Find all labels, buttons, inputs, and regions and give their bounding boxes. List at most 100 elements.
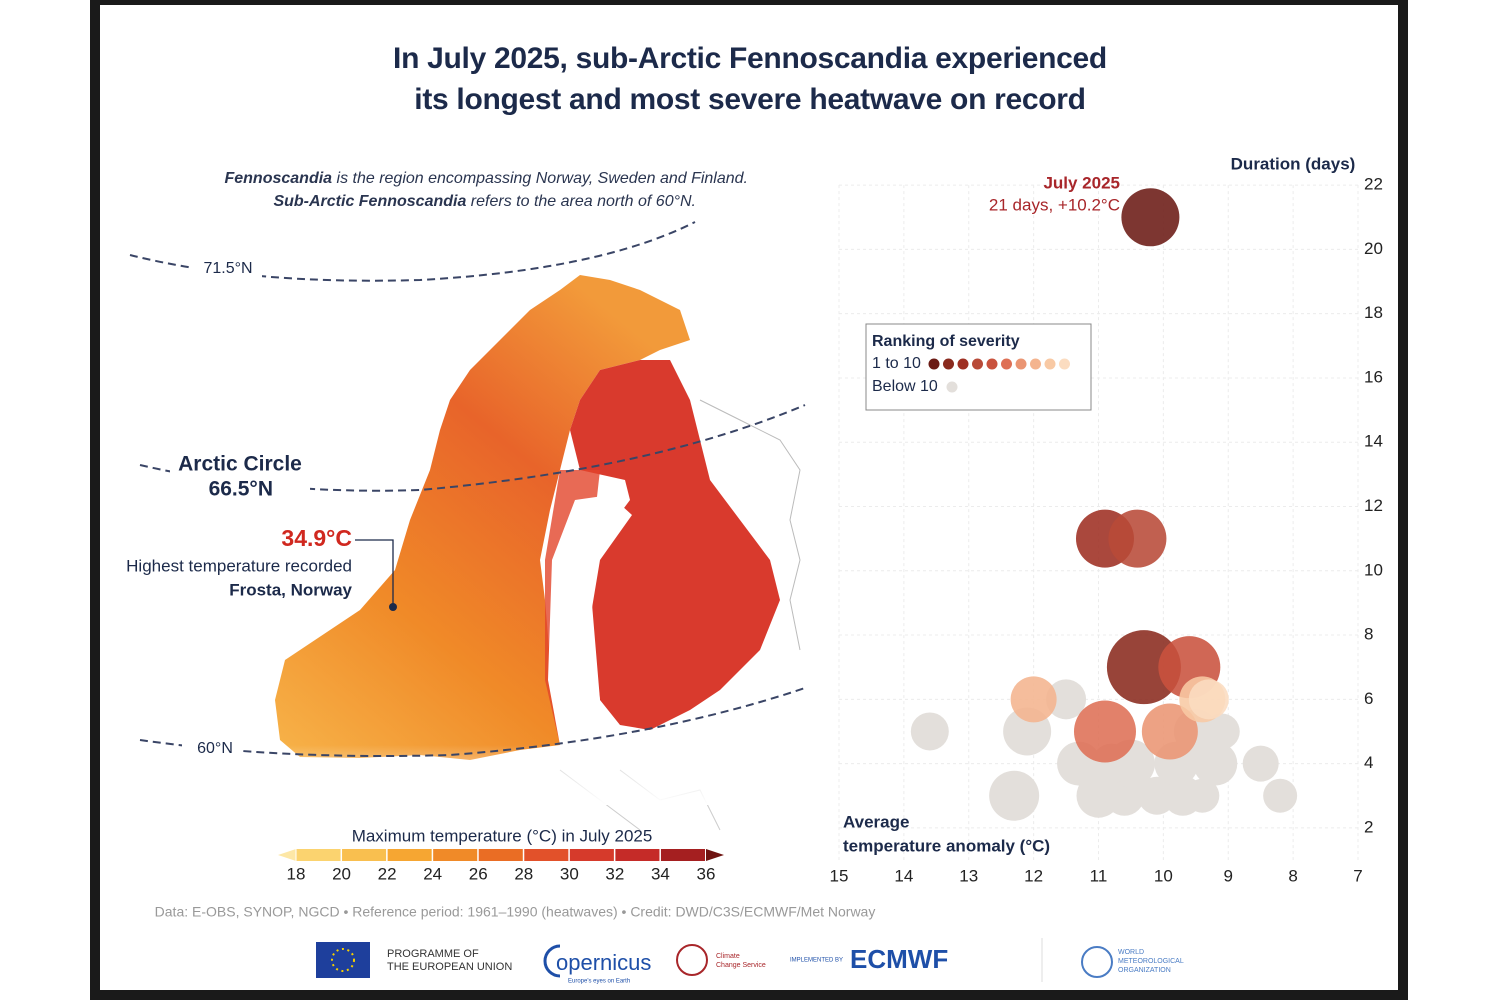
- bubble: [1242, 745, 1279, 782]
- bubble: [989, 770, 1040, 821]
- x-tick-label: 14: [894, 866, 913, 885]
- y-tick-label: 8: [1364, 625, 1373, 644]
- c3s-logo: [676, 944, 708, 976]
- colorbar-title: Maximum temperature (°C) in July 2025: [352, 826, 653, 845]
- y-tick-label: 22: [1364, 175, 1383, 194]
- y-tick-label: 12: [1364, 496, 1383, 515]
- bubble: [1073, 700, 1136, 763]
- y-tick-label: 20: [1364, 239, 1383, 258]
- colorbar-tick-label: 20: [332, 864, 351, 883]
- colorbar-tick-label: 22: [378, 864, 397, 883]
- colorbar-segment: [614, 849, 660, 861]
- y-tick-label: 10: [1364, 560, 1383, 579]
- colorbar-tick-label: 30: [560, 864, 579, 883]
- label-bg: [182, 738, 242, 760]
- legend-swatch: [943, 358, 954, 370]
- bubble: [1108, 509, 1167, 568]
- leader-line: [355, 539, 394, 606]
- border: [699, 399, 801, 651]
- x-tick-label: 11: [1090, 866, 1108, 885]
- colorbar-segment: [569, 849, 614, 861]
- logo-text: ECMWF: [850, 944, 948, 974]
- map-fade: [260, 745, 800, 805]
- colorbar-segment: [660, 849, 705, 861]
- eu-flag: [316, 942, 370, 978]
- legend-swatch: [1030, 358, 1041, 370]
- logo-text: PROGRAMME OF: [387, 948, 479, 960]
- panel: [100, 5, 1398, 990]
- eu-stars: [331, 948, 355, 972]
- map: [129, 221, 806, 831]
- latitude-label: 60°N: [197, 740, 233, 757]
- legend-swatch: [1015, 358, 1027, 370]
- legend-swatch: [1044, 358, 1056, 370]
- colorbar-end: [706, 849, 724, 861]
- y-axis-title: Duration (days): [1231, 154, 1356, 173]
- colorbar-segment: [523, 849, 569, 861]
- logo-text: METEOROLOGICAL: [1118, 958, 1184, 965]
- latitude-label: 71.5°N: [203, 260, 252, 277]
- legend-swatch: [986, 358, 998, 370]
- logo-text: Climate: [716, 953, 740, 960]
- bubble: [1010, 676, 1057, 723]
- colorbar-tick-label: 32: [605, 864, 624, 883]
- x-tick-label: 13: [959, 866, 978, 885]
- legend-swatch: [1059, 358, 1070, 370]
- annotation-title: July 2025: [1043, 173, 1120, 192]
- x-tick-label: 7: [1353, 866, 1362, 885]
- bubble: [1193, 741, 1238, 786]
- x-tick-label: 15: [830, 866, 849, 885]
- colorbar-segment: [296, 849, 341, 861]
- bubble: [1106, 630, 1181, 705]
- legend-label: 1 to 10: [872, 355, 921, 372]
- location-dot: [389, 603, 397, 611]
- norway-sweden: [275, 275, 690, 760]
- bubble: [910, 712, 949, 751]
- bubble: [1263, 778, 1298, 813]
- logo-text: IMPLEMENTED BY: [790, 958, 843, 964]
- y-tick-label: 16: [1364, 367, 1383, 386]
- x-tick-label: 10: [1154, 866, 1173, 885]
- y-tick-label: 14: [1364, 432, 1383, 451]
- bubble: [1141, 703, 1198, 760]
- x-axis-title: temperature anomaly (°C): [843, 836, 1050, 855]
- legend-swatch: [957, 358, 969, 370]
- colorbar: 18 20 22 24 26 28 30 32 34 36: [278, 849, 724, 883]
- colorbar-tick-label: 36: [697, 864, 716, 883]
- y-tick-label: 6: [1364, 689, 1373, 708]
- source: Data: E-OBS, SYNOP, NGCD • Reference per…: [155, 904, 876, 920]
- gulf-of-bothnia: [548, 495, 632, 745]
- note-bold: Sub-Arctic Fennoscandia: [273, 193, 466, 210]
- wmo-logo: [1081, 946, 1113, 978]
- bubble-chart: 15 14 13 12 11 10 9 8 7 2 4 6 8 10 12 14 16 18 20 22: [830, 175, 1383, 886]
- x-tick-label: 12: [1024, 866, 1043, 885]
- colorbar-tick-label: 28: [514, 864, 533, 883]
- bubble: [1121, 188, 1180, 247]
- y-tick-label: 4: [1364, 753, 1373, 772]
- legend-swatch: [928, 358, 940, 370]
- legend-swatch: [1001, 358, 1012, 370]
- colorbar-segment: [478, 849, 523, 861]
- bubble: [1185, 778, 1220, 813]
- colorbar-segment: [341, 849, 387, 861]
- colorbar-tick-label: 24: [423, 864, 442, 883]
- x-tick-label: 8: [1288, 866, 1297, 885]
- legend-swatch: [972, 358, 983, 370]
- max-temp-desc: Highest temperature recorded: [126, 556, 352, 575]
- note-line: Sub-Arctic Fennoscandia refers to the ar…: [273, 193, 696, 210]
- colorbar-tick-label: 34: [651, 864, 670, 883]
- colorbar-segment: [387, 849, 432, 861]
- bubble: [1188, 679, 1229, 720]
- legend-title: Ranking of severity: [872, 333, 1020, 350]
- finland: [570, 360, 780, 730]
- max-temp: 34.9°C: [281, 525, 352, 551]
- logo-text: Change Service: [716, 962, 766, 969]
- title-line: its longest and most severe heatwave on …: [414, 83, 1085, 116]
- logo-text: opernicus: [556, 950, 651, 975]
- colorbar-tick-label: 18: [287, 864, 306, 883]
- note-text: is the region encompassing Norway, Swede…: [332, 170, 748, 187]
- note-text: refers to the area north of 60°N.: [466, 193, 696, 210]
- colorbar-tick-label: 26: [469, 864, 488, 883]
